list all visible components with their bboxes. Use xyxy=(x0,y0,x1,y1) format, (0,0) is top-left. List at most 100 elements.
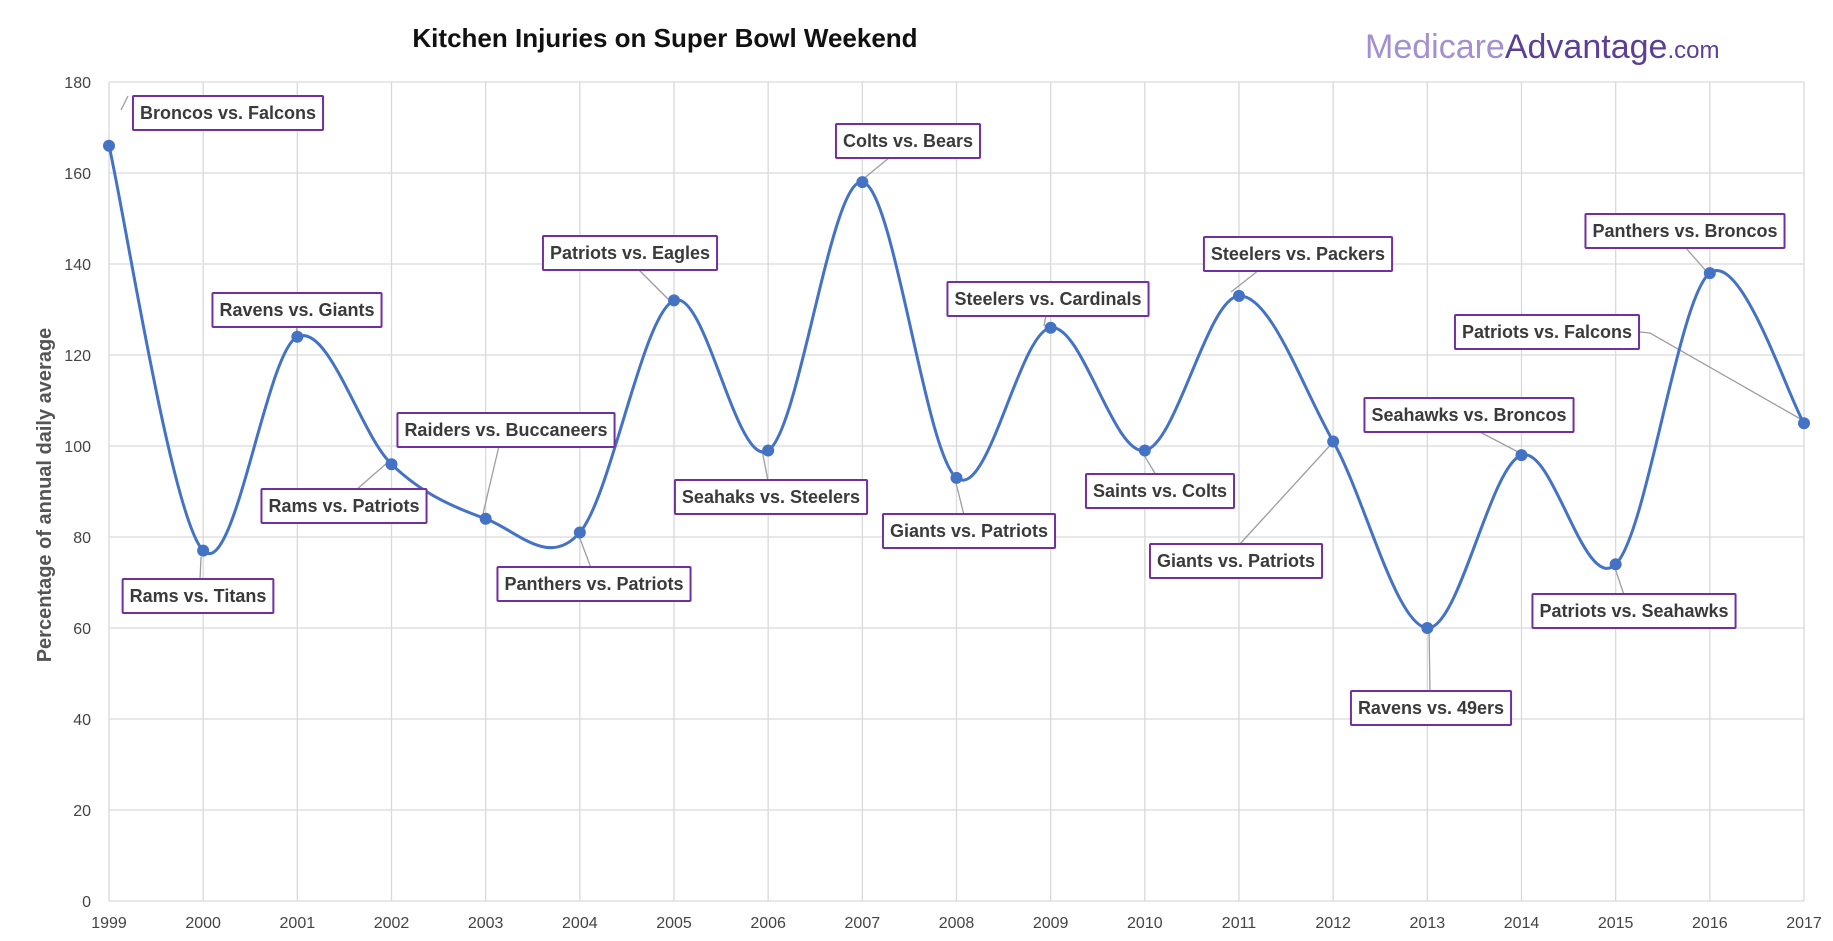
data-point xyxy=(103,139,115,152)
x-tick-label: 2004 xyxy=(562,915,598,932)
annotation-label: Seahaks vs. Steelers xyxy=(673,479,869,515)
annotation-label: Ravens vs. Giants xyxy=(211,292,383,328)
annotation-text: Panthers vs. Patriots xyxy=(504,574,683,594)
leader-line xyxy=(199,556,202,581)
x-tick-label: 2001 xyxy=(280,915,316,932)
annotation-text: Patriots vs. Eagles xyxy=(550,243,710,263)
data-point xyxy=(668,294,680,307)
annotation-label: Raiders vs. Buccaneers xyxy=(396,412,616,448)
data-point xyxy=(1044,321,1057,334)
annotation-box xyxy=(396,412,616,448)
y-tick-label: 160 xyxy=(64,166,91,183)
annotation-text: Ravens vs. Giants xyxy=(219,300,374,320)
x-tick-label: 2014 xyxy=(1504,915,1540,932)
x-tick-label: 2016 xyxy=(1692,915,1728,932)
annotation-text: Seahawks vs. Broncos xyxy=(1371,405,1566,425)
leader-line xyxy=(1639,331,1805,422)
leader-line xyxy=(481,445,500,519)
x-axis-ticks: 1999 2000 2001 2002 2003 2004 2005 2006 2007 2008… xyxy=(91,915,1822,932)
annotation-box xyxy=(211,292,383,328)
x-tick-label: 2005 xyxy=(656,915,692,932)
annotation-text: Giants vs. Patriots xyxy=(1157,551,1315,571)
x-tick-label: 2010 xyxy=(1127,915,1163,932)
x-tick-label: 2017 xyxy=(1786,915,1822,932)
annotation-text: Steelers vs. Cardinals xyxy=(954,289,1141,309)
data-point xyxy=(291,330,304,343)
annotation-label: Giants vs. Patriots xyxy=(1148,543,1324,579)
x-tick-label: 2012 xyxy=(1315,915,1351,932)
annotation-box xyxy=(1202,236,1394,272)
annotation-label: Colts vs. Bears xyxy=(834,123,982,159)
data-point xyxy=(1421,622,1434,634)
y-tick-label: 180 xyxy=(64,75,91,92)
annotation-box xyxy=(131,95,325,131)
annotation-box xyxy=(1349,690,1513,726)
y-tick-label: 140 xyxy=(64,257,91,274)
leader-line xyxy=(637,268,669,300)
y-axis-ticks: 0 20 40 60 80 100 120 140 160 180 xyxy=(64,75,91,911)
x-tick-label: 2007 xyxy=(845,915,881,932)
annotation-text: Steelers vs. Packers xyxy=(1211,244,1385,264)
data-point xyxy=(197,544,210,557)
annotation-text: Patriots vs. Falcons xyxy=(1462,322,1632,342)
annotation-box xyxy=(1531,593,1737,629)
leader-line xyxy=(1230,269,1260,293)
annotation-label: Panthers vs. Broncos xyxy=(1584,213,1786,249)
x-tick-label: 2013 xyxy=(1410,915,1446,932)
annotation-label: Seahawks vs. Broncos xyxy=(1363,397,1575,433)
annotation-box xyxy=(121,578,275,614)
leader-line xyxy=(1477,430,1523,455)
annotation-text: Panthers vs. Broncos xyxy=(1592,221,1777,241)
data-point xyxy=(1138,444,1151,457)
annotation-label: Rams vs. Patriots xyxy=(260,488,428,524)
annotation-label: Patriots vs. Eagles xyxy=(541,235,719,271)
data-point xyxy=(1703,267,1716,280)
annotation-text: Seahaks vs. Steelers xyxy=(682,487,860,507)
leader-line xyxy=(861,156,891,181)
data-point xyxy=(1515,449,1528,462)
y-tick-label: 80 xyxy=(73,530,91,547)
data-point xyxy=(1798,417,1810,430)
annotation-box xyxy=(834,123,982,159)
x-tick-label: 1999 xyxy=(91,915,127,932)
annotation-label: Saints vs. Colts xyxy=(1084,473,1236,509)
logo-text-dotcom: .com xyxy=(1667,37,1719,64)
annotation-leaders xyxy=(120,95,1805,693)
data-point xyxy=(1327,435,1340,448)
annotation-box xyxy=(496,566,692,602)
annotation-label: Steelers vs. Cardinals xyxy=(946,281,1150,317)
annotation-text: Colts vs. Bears xyxy=(843,131,973,151)
annotation-text: Broncos vs. Falcons xyxy=(140,103,316,123)
annotation-text: Saints vs. Colts xyxy=(1093,481,1227,501)
annotation-box xyxy=(673,479,869,515)
x-tick-label: 2015 xyxy=(1598,915,1634,932)
y-tick-label: 40 xyxy=(73,712,91,729)
svg-text:MedicareAdvantage.com: MedicareAdvantage.com xyxy=(1365,28,1719,66)
annotation-box xyxy=(1453,314,1641,350)
leader-line xyxy=(355,462,388,491)
data-point xyxy=(856,176,869,189)
x-tick-label: 2002 xyxy=(374,915,410,932)
logo: MedicareAdvantage.com xyxy=(1365,28,1719,66)
x-tick-label: 2003 xyxy=(468,915,504,932)
x-tick-label: 2009 xyxy=(1033,915,1069,932)
annotation-box xyxy=(1584,213,1786,249)
annotation-label: Ravens vs. 49ers xyxy=(1349,690,1513,726)
annotation-text: Rams vs. Titans xyxy=(130,586,267,606)
annotation-label: Steelers vs. Packers xyxy=(1202,236,1394,272)
annotation-text: Giants vs. Patriots xyxy=(890,521,1048,541)
x-tick-label: 2006 xyxy=(750,915,786,932)
leader-line xyxy=(761,449,769,482)
y-tick-label: 60 xyxy=(73,621,91,638)
data-point xyxy=(762,444,775,457)
leader-line xyxy=(1684,246,1708,273)
annotation-box xyxy=(881,513,1057,549)
leader-line xyxy=(954,478,965,516)
annotation-text: Patriots vs. Seahawks xyxy=(1539,601,1728,621)
data-point xyxy=(1609,558,1622,571)
annotation-box xyxy=(541,235,719,271)
y-tick-label: 100 xyxy=(64,439,91,456)
leader-line xyxy=(1428,626,1431,693)
annotation-label: Patriots vs. Seahawks xyxy=(1531,593,1737,629)
data-point xyxy=(1233,289,1245,302)
